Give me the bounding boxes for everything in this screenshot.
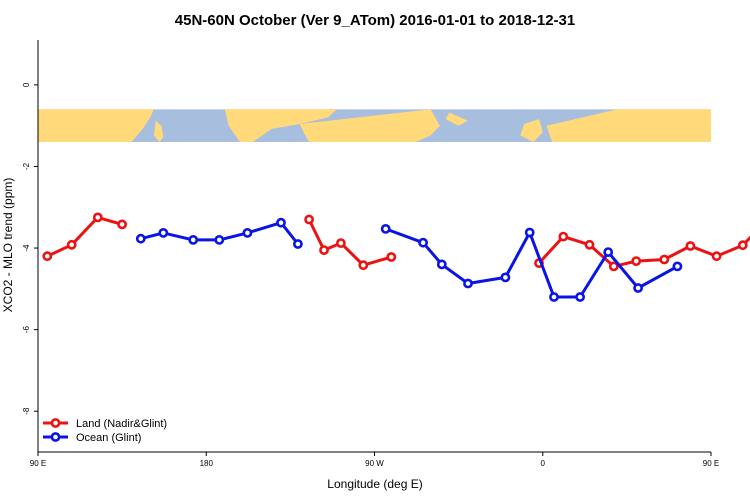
map-land-british-isles — [520, 119, 543, 142]
x-tick-label: 90 E — [703, 459, 719, 468]
data-point-land — [584, 239, 595, 250]
legend-marker — [50, 432, 61, 442]
legend-label: Land (Nadir&Glint) — [76, 418, 167, 430]
y-tick-label: -2 — [22, 162, 31, 170]
y-tick-label: -6 — [22, 326, 31, 334]
data-point-land — [92, 212, 103, 223]
data-point-land — [558, 231, 569, 242]
x-tick-label: 90 W — [365, 459, 384, 468]
map-land-canada — [299, 109, 440, 142]
data-point-ocean — [549, 292, 559, 302]
y-axis-label: XCO2 - MLO trend (ppm) — [1, 178, 15, 313]
data-point-land — [42, 251, 53, 262]
y-tick-label: -4 — [22, 244, 31, 252]
data-point-ocean — [418, 237, 428, 248]
data-point-ocean — [436, 259, 447, 270]
data-point-land — [737, 240, 748, 251]
data-point-ocean — [188, 234, 199, 245]
map-land-sakhalin — [153, 120, 164, 142]
data-point-land — [659, 254, 670, 265]
data-point-land — [358, 260, 369, 271]
data-point-land — [304, 214, 314, 225]
data-point-land — [685, 241, 696, 251]
data-point-land — [608, 261, 619, 272]
data-point-land — [711, 251, 722, 262]
x-tick-label: 0 — [541, 459, 546, 468]
data-point-land — [631, 256, 642, 266]
data-point-ocean — [276, 217, 286, 228]
map-land-newfoundland — [445, 112, 468, 126]
data-point-ocean — [500, 272, 511, 283]
data-point-ocean — [575, 292, 585, 302]
y-tick-label: -8 — [22, 407, 31, 415]
legend-marker — [50, 418, 61, 428]
chart-title: 45N-60N October (Ver 9_ATom) 2016-01-01 … — [175, 12, 575, 29]
data-point-ocean — [524, 227, 535, 238]
series-line-land — [307, 218, 392, 267]
data-point-ocean — [633, 283, 643, 293]
data-point-land — [117, 219, 127, 230]
data-point-ocean — [672, 261, 683, 272]
data-point-ocean — [242, 227, 253, 238]
x-tick-label: 180 — [200, 459, 214, 468]
map-sea-okhotsk-tint — [90, 114, 123, 128]
data-point-ocean — [135, 233, 146, 244]
data-point-land — [335, 238, 346, 248]
map-land-eurasia — [546, 109, 711, 142]
data-point-land — [386, 252, 397, 262]
data-point-ocean — [380, 223, 391, 234]
data-point-land — [319, 245, 329, 255]
y-tick-label: 0 — [22, 82, 31, 87]
data-point-ocean — [292, 239, 303, 249]
data-point-ocean — [214, 234, 225, 245]
legend-label: Ocean (Glint) — [76, 432, 141, 444]
data-point-ocean — [463, 278, 473, 289]
map-land-alaska — [224, 109, 338, 142]
x-tick-label: 90 E — [30, 459, 46, 468]
series-line-land — [46, 215, 123, 258]
data-point-ocean — [603, 247, 614, 257]
map-land-asia — [38, 109, 154, 142]
data-point-ocean — [158, 227, 169, 238]
x-axis-label: Longitude (deg E) — [327, 477, 422, 491]
data-point-land — [66, 239, 77, 250]
